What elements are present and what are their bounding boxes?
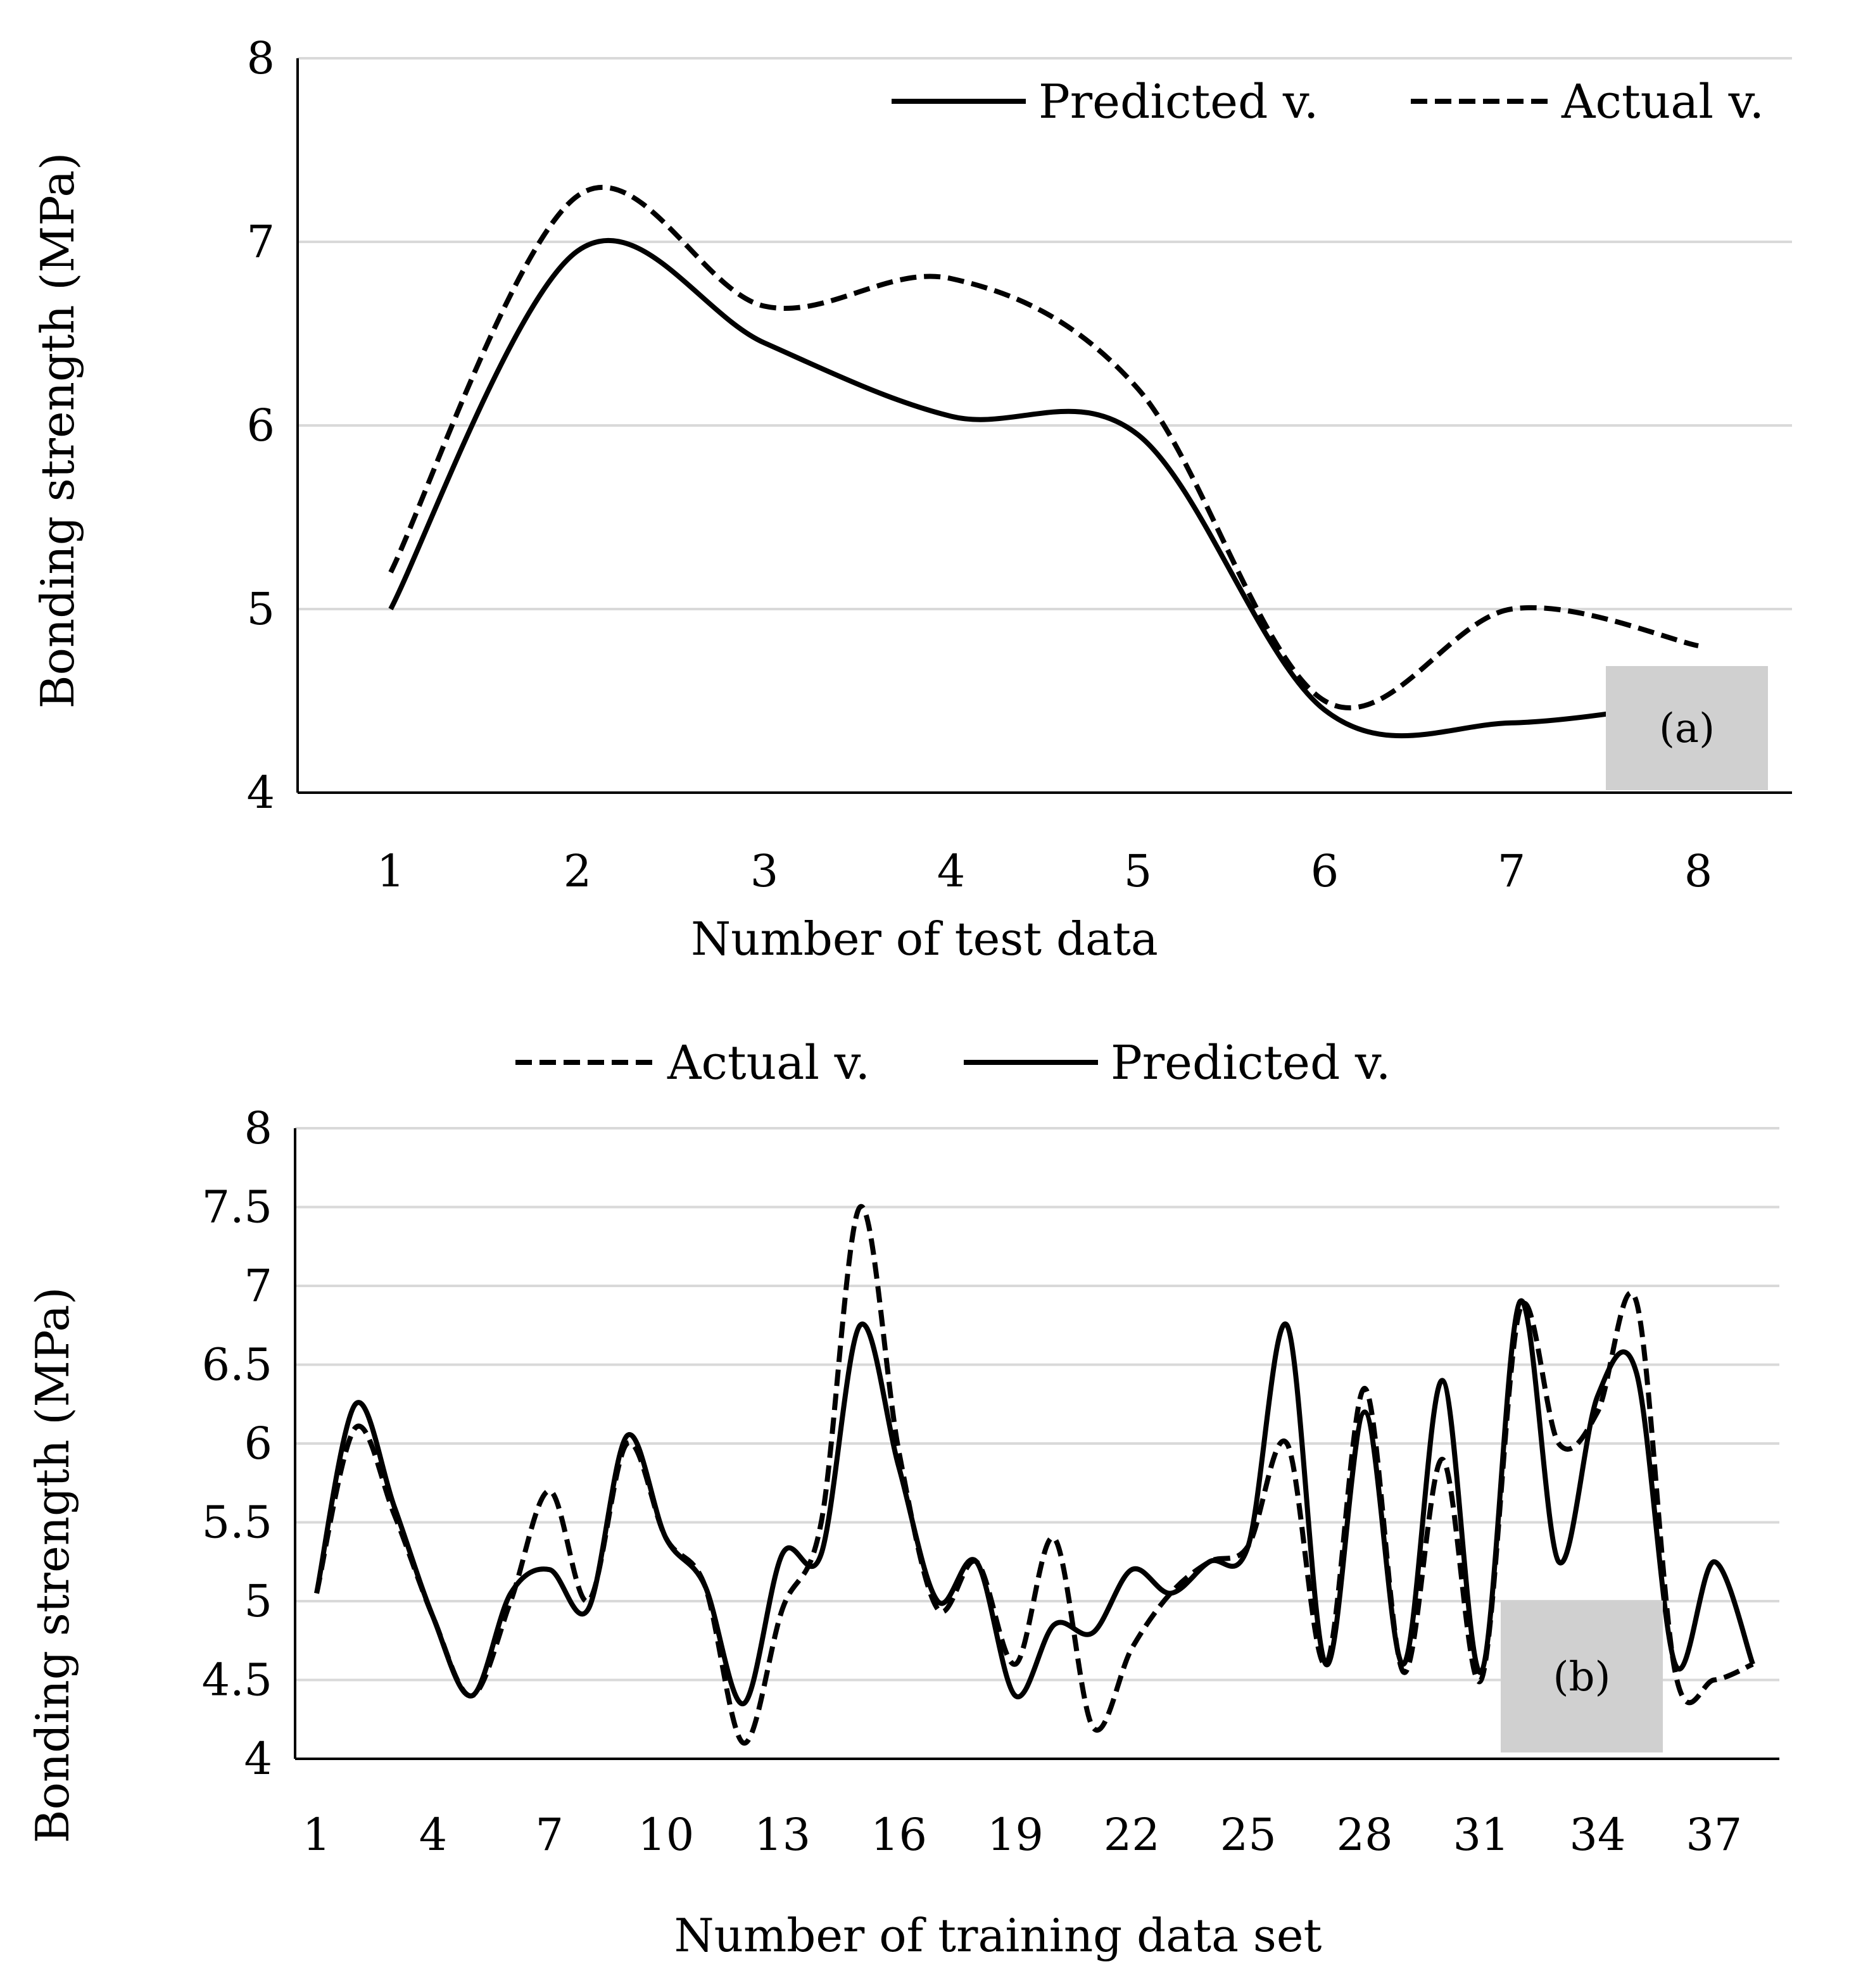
x-tick-label: 25: [1220, 1809, 1277, 1861]
y-tick-label: 6: [246, 399, 275, 451]
chart-panel-a: 4 5 6 7 8 1 2 3 4 5 6 7 8 (a) Predicted v. Actual v. Num…: [31, 32, 1792, 966]
x-tick-label: 4: [937, 845, 966, 897]
y-tick-label: 5: [246, 583, 275, 635]
x-tick-label: 34: [1569, 1809, 1625, 1861]
y-tick-label: 8: [246, 32, 275, 84]
y-tick-label: 4: [244, 1733, 272, 1785]
x-tick-label: 16: [871, 1809, 927, 1861]
panel-label-box: [1606, 666, 1768, 790]
y-tick-label: 4: [246, 767, 275, 819]
y-tick-label: 7.5: [202, 1181, 272, 1233]
y-tick-label: 6: [244, 1418, 272, 1469]
legend-label: Actual v.: [1561, 75, 1764, 129]
y-tick-label: 4.5: [202, 1654, 272, 1706]
x-tick-label: 5: [1124, 845, 1152, 897]
y-axis-title: Bonding strength (MPa): [31, 153, 84, 709]
y-tick-label: 5.5: [202, 1497, 272, 1549]
x-tick-label: 1: [377, 845, 405, 897]
panel-label: (a): [1659, 705, 1715, 752]
y-tick-label: 8: [244, 1102, 272, 1154]
panel-label: (b): [1553, 1654, 1611, 1701]
x-tick-label: 6: [1311, 845, 1339, 897]
legend-label: Predicted v.: [1038, 75, 1318, 129]
x-tick-label: 2: [564, 845, 592, 897]
y-tick-label: 6.5: [202, 1339, 272, 1391]
x-tick-label: 3: [750, 845, 779, 897]
y-axis-title: Bonding strength (MPa): [26, 1287, 79, 1844]
x-axis-title: Number of training data set: [674, 1909, 1322, 1962]
x-tick-label: 1: [303, 1809, 331, 1861]
x-tick-label: 31: [1453, 1809, 1509, 1861]
y-tick-label: 5: [244, 1575, 272, 1627]
y-tick-label: 7: [244, 1260, 272, 1312]
series-line-predicted: [314, 1298, 1755, 1706]
legend-label: Predicted v.: [1111, 1036, 1391, 1090]
x-tick-label: 8: [1684, 845, 1713, 897]
chart-panel-b: 44.555.566.577.581 4 7 10 13 16 19 22 25 28 31 34 37…: [26, 1036, 1779, 1962]
series-line-actual: [388, 184, 1699, 710]
x-tick-label: 37: [1686, 1809, 1742, 1861]
panel-label-box: [1501, 1601, 1663, 1752]
x-tick-label: 13: [754, 1809, 811, 1861]
legend-label: Actual v.: [667, 1036, 870, 1090]
x-tick-label: 7: [536, 1809, 564, 1861]
x-tick-label: 10: [638, 1809, 694, 1861]
x-tick-label: 28: [1337, 1809, 1393, 1861]
series-line-predicted: [388, 238, 1699, 739]
x-tick-label: 7: [1498, 845, 1526, 897]
x-axis-title: Number of test data: [691, 912, 1158, 966]
x-tick-label: 4: [419, 1809, 448, 1861]
x-tick-label: 22: [1104, 1809, 1160, 1861]
x-tick-label: 19: [987, 1809, 1044, 1861]
y-tick-label: 7: [246, 216, 275, 268]
